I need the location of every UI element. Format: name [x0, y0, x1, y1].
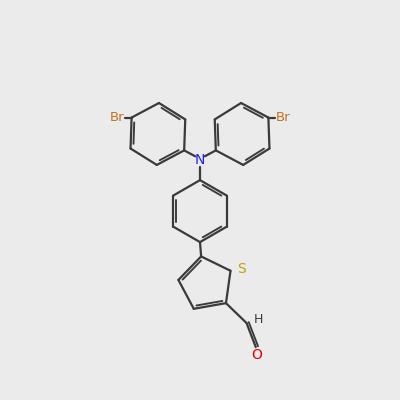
Text: Br: Br — [276, 111, 290, 124]
Text: H: H — [254, 313, 263, 326]
Text: S: S — [237, 262, 246, 276]
Text: Br: Br — [110, 111, 124, 124]
Text: N: N — [195, 153, 205, 167]
Text: O: O — [251, 348, 262, 362]
